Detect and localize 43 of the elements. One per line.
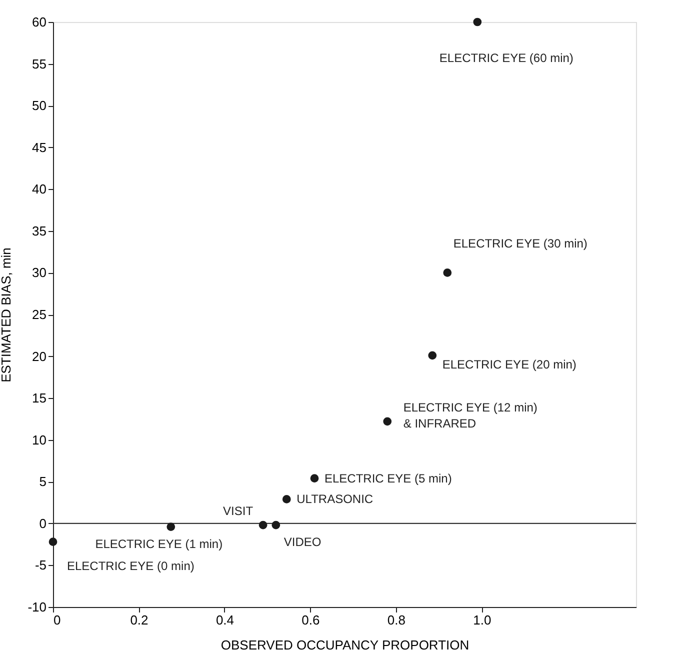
- y-tick-label: 35: [32, 223, 46, 238]
- y-tick-label: -10: [28, 600, 46, 614]
- annotation: ELECTRIC EYE (5 min): [324, 471, 452, 486]
- annotation: ELECTRIC EYE (60 min): [439, 51, 574, 65]
- y-tick-label: 55: [32, 56, 46, 72]
- point: [443, 268, 452, 277]
- y-tick-label: 5: [39, 474, 46, 490]
- y-tick-label: 50: [32, 98, 46, 114]
- point: [310, 474, 319, 482]
- x-tick-label: 0.4: [216, 612, 234, 628]
- point: [258, 520, 268, 530]
- y-tick-label: 30: [32, 265, 46, 280]
- annotation: ELECTRIC EYE (1 min): [95, 536, 223, 551]
- point: [166, 522, 176, 531]
- x-tick-label: 1.0: [473, 612, 492, 628]
- y-axis-title: ESTIMATED BIAS, min: [0, 248, 14, 382]
- y-tick-label: 20: [32, 348, 46, 364]
- annotation: VISIT: [223, 504, 254, 518]
- y-tick-label: 25: [32, 307, 46, 322]
- y-tick-label: 10: [32, 432, 46, 448]
- point: [282, 495, 291, 504]
- annotation: ELECTRIC EYE (20 min): [442, 357, 576, 372]
- point: [272, 520, 280, 530]
- y-tick-label: -5: [34, 558, 46, 573]
- point: [383, 417, 392, 426]
- y-tick-label: 60: [32, 14, 46, 30]
- y-tick-label: 15: [32, 390, 46, 406]
- y-tick-label: 45: [32, 140, 46, 155]
- annotation: ELECTRIC EYE (12 min) & INFRARED: [403, 400, 538, 430]
- annotation: ELECTRIC EYE (30 min): [453, 236, 588, 251]
- x-tick-label: 0.8: [387, 612, 406, 628]
- point: [473, 18, 482, 26]
- y-tick-label: 0: [39, 516, 46, 531]
- y-tick-label: 40: [32, 182, 46, 197]
- point: [48, 538, 58, 546]
- x-axis-title: OBSERVED OCCUPANCY PROPORTION: [220, 638, 470, 652]
- x-tick-label: 0.2: [130, 612, 148, 628]
- annotation: ELECTRIC EYE (0 min): [67, 558, 194, 573]
- point: [428, 351, 437, 360]
- annotation: VIDEO: [284, 535, 322, 550]
- x-tick-label: 0.6: [302, 612, 320, 628]
- x-tick-label: 0: [54, 612, 61, 628]
- annotation: ULTRASONIC: [296, 492, 374, 506]
